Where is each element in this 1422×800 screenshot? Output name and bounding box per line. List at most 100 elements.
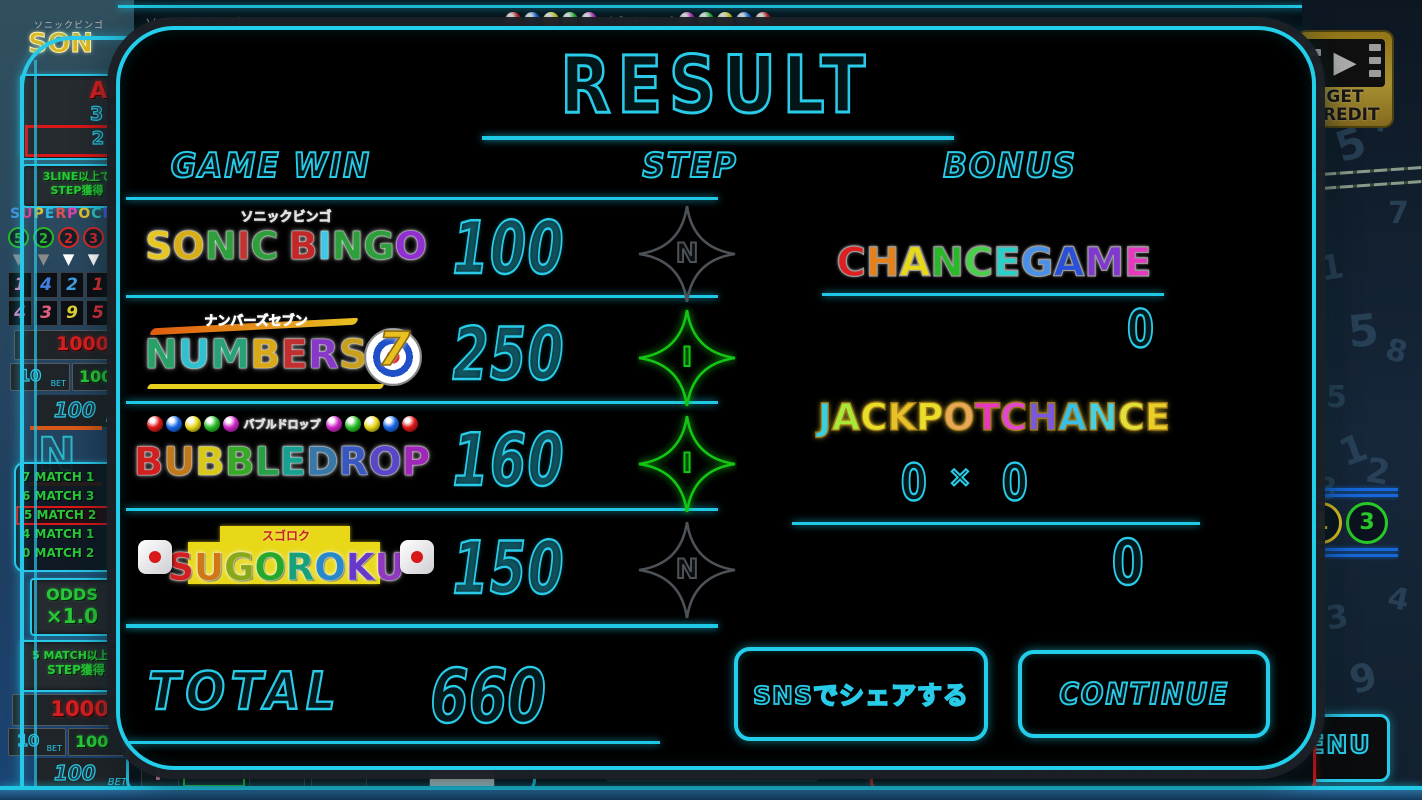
floating-digit: 7: [1388, 196, 1409, 231]
current-bet-box-a: 100 BET: [36, 395, 128, 427]
header-step: STEP: [641, 145, 738, 187]
step-diamond-icon: [638, 415, 736, 513]
current-bet-box-b: 100 BET: [34, 758, 130, 790]
bubble-balls-left: [146, 416, 239, 432]
row-separator: [126, 508, 718, 511]
share-sns-label: SNSでシェアする: [752, 680, 969, 711]
super-pocket-label: SUPERPOCK: [10, 206, 115, 222]
numbers7-kana: ナンバーズセブン: [204, 314, 308, 330]
bottom-neon-line: [0, 786, 1422, 790]
sonic-bingo-kana-small: ソニックビンゴ: [34, 21, 105, 31]
step-note-top-line1: 3LINE以上で: [42, 170, 112, 183]
bet-unit: BET: [107, 348, 124, 357]
header-bonus: BONUS: [942, 145, 1077, 187]
ball-rail-bar: [1296, 554, 1398, 557]
odds-panel: ODDS ×1.0: [30, 578, 114, 636]
step-diamond-icon: [638, 521, 736, 619]
share-sns-button[interactable]: SNSでシェアする: [734, 647, 988, 741]
multiply-icon: ×: [947, 459, 973, 494]
sonic-bingo-kana: ソニックビンゴ: [240, 210, 332, 226]
bubbledrop-balls-row: バブルドロップ: [124, 416, 440, 432]
step-letter: I: [681, 447, 693, 480]
chancegame-underline: [822, 293, 1164, 296]
numbers7-underbar: [146, 384, 385, 389]
total-label: TOTAL: [147, 661, 342, 723]
odds-value: ×1.0: [45, 604, 99, 628]
win-value-sonic: 100: [452, 206, 565, 290]
jackpot-underline: [792, 522, 1200, 525]
bet-unit: BET: [50, 379, 66, 388]
bubble-balls-right: [325, 416, 418, 432]
line-3-label: 3 L: [89, 102, 122, 125]
pocket-arrows: ▼ ▼ ▼ ▼: [12, 250, 100, 268]
line-2-label: 2 L: [91, 127, 122, 149]
match-list-item: 4 MATCH 1: [22, 527, 95, 541]
sugoroku-kana-strip: [220, 526, 350, 542]
step-note-top-line2: STEP獲得: [50, 184, 104, 197]
step-note-bottom-line2: STEP獲得: [47, 663, 105, 677]
video-ad-icon: ▶: [1305, 39, 1385, 87]
step-letter: N: [675, 237, 700, 270]
bet-unit: BET: [106, 414, 125, 425]
jackpot-total-value: 0: [1111, 526, 1145, 599]
step-indicator-numbers7: I: [637, 306, 737, 410]
right-game-panel: [1302, 0, 1422, 800]
step-indicator-sugoroku: N: [637, 518, 737, 622]
bet-1000-value-a: 1000: [56, 333, 109, 355]
bubble-balls-left: [505, 12, 597, 28]
floating-digit: 5: [1326, 380, 1347, 415]
ball-rail-bar: [1296, 548, 1398, 551]
continue-button[interactable]: CONTINUE: [1018, 650, 1270, 738]
bet-unit: BET: [107, 777, 127, 788]
numbers-logo-bar: [30, 426, 102, 430]
total-value: 660: [429, 654, 547, 740]
odds-label: ODDS: [46, 585, 98, 604]
jackpot-multiplier: 0 × 0: [810, 453, 1110, 513]
match-list-item: 0 MATCH 2: [22, 546, 95, 560]
jackpot-multiplier-value: 0: [1001, 453, 1029, 513]
title-underline: [482, 136, 954, 140]
floating-digit: 5: [1345, 304, 1382, 359]
step-letter: N: [675, 553, 700, 586]
win-value-bubbledrop: 160: [452, 418, 565, 502]
play-icon: ▶: [1333, 45, 1357, 80]
dice-icon: [400, 540, 434, 574]
top-neon-line: [118, 5, 1422, 8]
bet-100-value-b: 100: [75, 732, 109, 751]
bet-100-value-a: 100: [79, 367, 113, 386]
bubble-balls-right: [679, 12, 771, 28]
frame-left-line: [34, 60, 37, 800]
jackpot-count: 0: [900, 453, 928, 513]
bet-1000-box-a: 1000 BET: [14, 330, 128, 360]
step-letter: I: [681, 341, 693, 374]
current-bet-value-a: 100: [53, 397, 96, 422]
get-credit-label: GET CREDIT: [1310, 87, 1380, 125]
bet-unit: BET: [46, 744, 62, 753]
header-game-win: GAME WIN: [170, 145, 372, 187]
continue-label: CONTINUE: [1058, 676, 1229, 712]
match-list-item: 6 MATCH 3: [22, 489, 95, 503]
ball-rail-bar: [1296, 494, 1398, 497]
bottom-band: [0, 790, 1422, 800]
numbers7-seven: 7: [377, 321, 411, 377]
chancegame-value: 0: [1126, 300, 1155, 360]
top-bubbledrop-kana: バブルドロップ: [603, 16, 673, 28]
row-separator: [126, 295, 718, 298]
step-indicator-bubbledrop: I: [637, 412, 737, 516]
dialog-title: RESULT: [559, 41, 872, 131]
get-credit-button[interactable]: ▶ GET CREDIT: [1298, 32, 1392, 126]
sugoroku-back-block: [188, 542, 380, 584]
bubbledrop-kana: バブルドロップ: [243, 418, 321, 432]
ball-rail-bar: [1296, 488, 1398, 491]
match-list-item: 7 MATCH 1: [22, 470, 95, 484]
